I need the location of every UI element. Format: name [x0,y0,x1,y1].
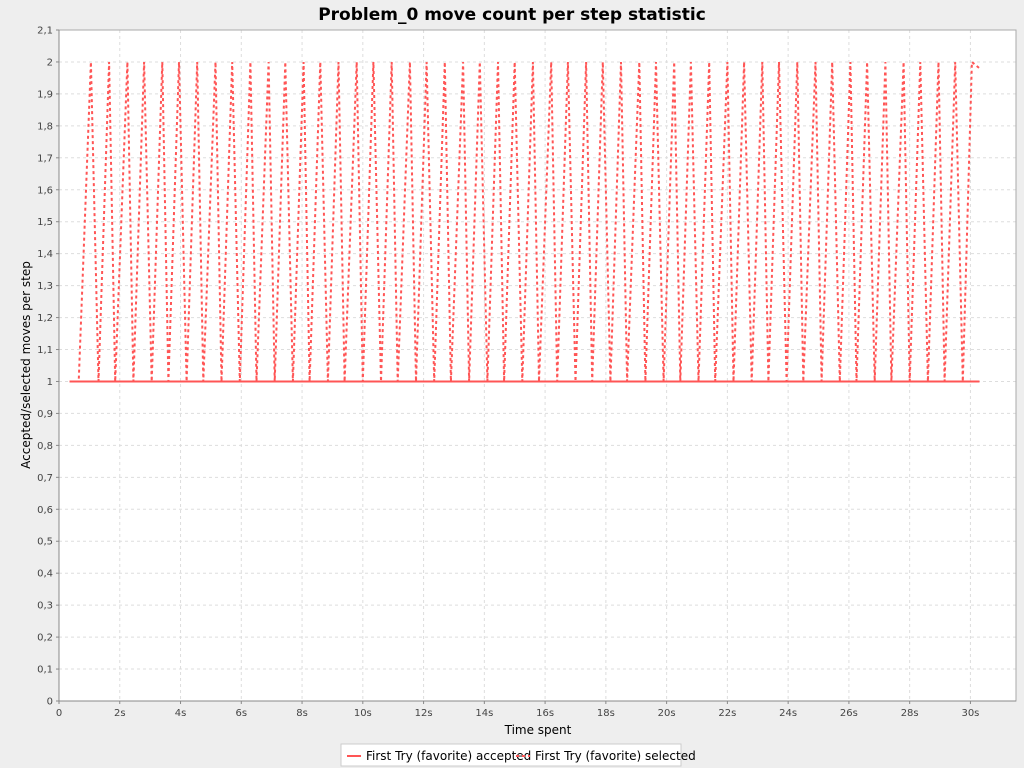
y-tick-label: 0,1 [37,665,53,676]
y-tick-label: 1,4 [37,249,53,260]
legend-label-selected: First Try (favorite) selected [535,749,696,763]
y-tick-label: 1,9 [37,89,53,100]
y-tick-label: 0,9 [37,409,53,420]
legend-label-accepted: First Try (favorite) accepted [366,749,531,763]
legend-box [340,743,682,767]
y-tick-label: 0,2 [37,633,53,644]
y-tick-label: 1,6 [37,185,53,196]
y-tick-label: 1,5 [37,217,53,228]
y-axis-label: Accepted/selected moves per step [19,261,33,469]
x-tick-label: 2s [114,708,126,719]
grid [59,29,1016,701]
y-tick-label: 1,7 [37,153,53,164]
y-axis: 0 0,1 0,2 0,3 0,4 0,5 0,6 0,7 0,8 0,9 1 1,1 1,2 1,3 1,… [37,26,60,708]
x-tick-label: 6s [235,708,247,719]
x-tick-label: 30s [961,708,979,719]
y-tick-label: 1,3 [37,281,53,292]
x-tick-label: 14s [475,708,493,719]
y-tick-label: 0,6 [37,505,53,516]
y-tick-label: 0,5 [37,537,53,548]
x-tick-label: 24s [779,708,797,719]
y-tick-label: 0,8 [37,441,53,452]
y-tick-label: 2 [47,57,53,68]
x-tick-label: 12s [415,708,433,719]
y-tick-label: 0,4 [37,569,53,580]
x-tick-label: 4s [175,708,187,719]
y-tick-label: 0,3 [37,601,53,612]
x-tick-label: 26s [840,708,858,719]
y-tick-label: 0 [47,697,53,708]
y-tick-label: 1,8 [37,121,53,132]
x-axis-label: Time spent [504,723,572,737]
x-axis: 0 2s 4s 6s 8s 10s 12s 14s 16s 18s 20s 22s 24s 26s 28s 3… [56,700,1016,719]
x-tick-label: 16s [536,708,554,719]
y-tick-label: 1 [47,377,53,388]
chart-title: Problem_0 move count per step statistic [318,5,706,25]
legend: First Try (favorite) accepted First Try … [340,743,696,767]
y-tick-label: 1,1 [37,345,53,356]
x-tick-label: 22s [718,708,736,719]
y-tick-label: 0,7 [37,473,53,484]
series-layer [69,59,981,383]
x-tick-label: 20s [658,708,676,719]
x-tick-label: 8s [296,708,308,719]
x-tick-label: 28s [901,708,919,719]
x-tick-label: 0 [56,708,62,719]
plot-area [59,30,1016,701]
x-tick-label: 18s [597,708,615,719]
y-tick-label: 1,2 [37,313,53,324]
y-tick-label: 2,1 [37,26,53,37]
x-tick-label: 10s [354,708,372,719]
